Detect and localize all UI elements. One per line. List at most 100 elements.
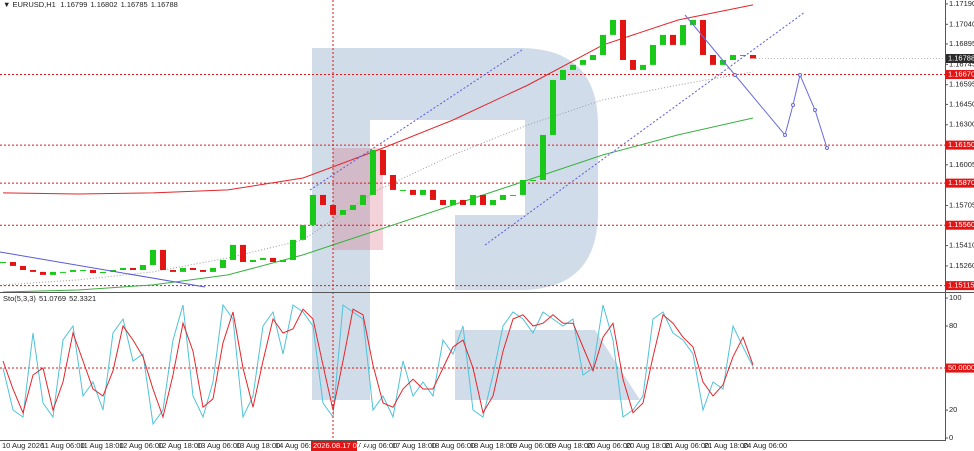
candle	[290, 239, 296, 260]
candle	[10, 261, 16, 266]
oscillator-line	[2, 303, 754, 426]
candle	[100, 271, 106, 273]
candle	[310, 194, 316, 225]
level-label: 50.0000	[948, 363, 974, 372]
candle	[80, 270, 86, 272]
level-label: 1.16150	[948, 140, 974, 149]
y-tick-label: 1.15260	[949, 261, 974, 270]
candle	[230, 244, 236, 260]
stoch-header: Sto(5,3,3) 51.0769 52.3321	[3, 294, 96, 303]
candle	[500, 194, 506, 200]
y-tick-label: 1.16005	[949, 160, 974, 169]
y-tick-label: 1.16595	[949, 80, 974, 89]
candle	[630, 60, 636, 70]
crosshair-box	[311, 441, 357, 451]
candle	[670, 34, 676, 45]
x-tick-label: 17 Aug 06:00	[353, 441, 397, 450]
candle	[150, 249, 156, 265]
candle	[690, 19, 696, 25]
header-arrow: ▼	[3, 0, 13, 9]
last-price-box	[946, 54, 974, 64]
candle	[40, 271, 46, 275]
forecast-point	[791, 103, 795, 107]
candle	[130, 267, 136, 271]
frame	[0, 0, 974, 441]
x-tick-label: 13 Aug 18:00	[236, 441, 280, 450]
y-tick-label: 1.17040	[949, 19, 974, 28]
open: 1.16799	[60, 0, 87, 9]
candle	[260, 257, 266, 260]
candle	[440, 199, 446, 205]
candle	[710, 54, 716, 65]
x-tick-label: 18 Aug 06:00	[431, 441, 475, 450]
candle	[60, 271, 66, 273]
y-tick-label: 1.15705	[949, 201, 974, 210]
x-tick-label: 19 Aug 18:00	[548, 441, 592, 450]
level-label: 1.15560	[948, 220, 974, 229]
y-tick-label: 0	[949, 433, 953, 442]
logo-bowl	[370, 48, 598, 290]
symbol: EURUSD,H1	[13, 0, 56, 9]
y-tick-label: 80	[949, 321, 957, 330]
y-tick-label: 1.16450	[949, 99, 974, 108]
candle	[20, 265, 26, 271]
x-tick-label: 21 Aug 18:00	[704, 441, 748, 450]
candle	[90, 270, 96, 273]
forecast-point	[813, 108, 817, 112]
candle	[620, 19, 626, 61]
candle	[390, 174, 396, 190]
moving-average	[2, 4, 754, 195]
forecast-point	[825, 146, 829, 150]
candle	[50, 271, 56, 275]
candle	[550, 79, 556, 135]
oscillator-line	[2, 308, 754, 419]
y-tick-label: 1.15410	[949, 241, 974, 250]
crosshair-label: 2026.08.17 00:00	[313, 441, 371, 450]
candle	[320, 194, 326, 205]
candle	[480, 194, 486, 205]
candle	[680, 24, 686, 45]
level-box	[946, 140, 974, 150]
candle	[530, 180, 536, 182]
candle	[350, 204, 356, 211]
candle	[120, 267, 126, 271]
x-tick-label: 20 Aug 06:00	[587, 441, 631, 450]
candle	[650, 44, 656, 65]
candle	[280, 259, 286, 262]
candle	[370, 150, 376, 195]
x-tick-label: 12 Aug 06:00	[119, 441, 163, 450]
candle	[300, 224, 306, 240]
x-tick-label: 21 Aug 06:00	[665, 441, 709, 450]
x-tick-label: 13 Aug 06:00	[197, 441, 241, 450]
candle	[610, 19, 616, 35]
candle	[240, 244, 246, 262]
x-tick-label: 14 Aug 06:00	[275, 441, 319, 450]
symbol-header: ▼ EURUSD,H1 1.16799 1.16802 1.16785 1.16788	[3, 0, 178, 9]
x-tick-label: 19 Aug 06:00	[509, 441, 553, 450]
x-tick-label: 11 Aug 18:00	[80, 441, 124, 450]
y-tick-label: 20	[949, 405, 957, 414]
candle	[570, 64, 576, 70]
forecast-point	[798, 73, 802, 77]
candle	[360, 194, 366, 205]
level-label: 1.15870	[948, 178, 974, 187]
candle	[740, 54, 746, 56]
candle	[540, 134, 546, 181]
high: 1.16802	[90, 0, 117, 9]
close: 1.16788	[151, 0, 178, 9]
candle	[0, 261, 6, 263]
level-box	[946, 70, 974, 80]
candle	[450, 199, 456, 205]
candle	[750, 54, 756, 59]
candle	[400, 189, 406, 191]
y-tick-label: 1.16895	[949, 39, 974, 48]
stoch-k: 51.0769	[39, 294, 66, 303]
candle	[430, 189, 436, 200]
candle	[180, 267, 186, 272]
candle	[190, 267, 196, 271]
x-tick-label: 20 Aug 18:00	[626, 441, 670, 450]
candle	[700, 19, 706, 55]
watermark-logo	[312, 48, 640, 400]
